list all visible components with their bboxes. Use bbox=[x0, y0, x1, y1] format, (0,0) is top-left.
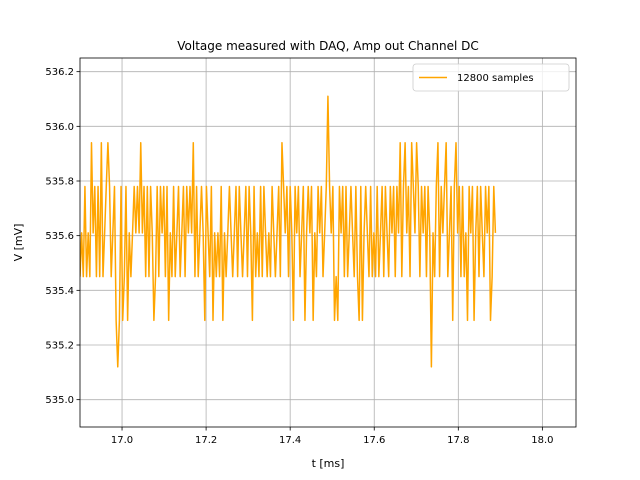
x-tick-label: 17.4 bbox=[279, 435, 301, 446]
axis-ticks: 17.0 17.2 17.4 17.6 17.8 18.0 535.0 535.2 535.4 5… bbox=[45, 67, 553, 446]
y-tick-label: 535.6 bbox=[45, 231, 74, 242]
x-tick-label: 17.2 bbox=[195, 435, 217, 446]
y-tick-label: 535.4 bbox=[45, 286, 74, 297]
axes-frame bbox=[79, 57, 577, 428]
legend: 12800 samples bbox=[412, 63, 570, 92]
legend-label: 12800 samples bbox=[457, 73, 534, 84]
y-tick-label: 535.8 bbox=[45, 177, 74, 188]
y-tick-label: 536.2 bbox=[45, 67, 74, 78]
y-tick-label: 536.0 bbox=[45, 122, 74, 133]
plot-area bbox=[80, 95, 497, 368]
y-axis-label: V [mV] bbox=[12, 224, 25, 262]
x-tick-label: 17.8 bbox=[447, 435, 469, 446]
y-tick-label: 535.2 bbox=[45, 341, 74, 352]
legend-box bbox=[412, 63, 570, 92]
y-tick-label: 535.0 bbox=[45, 395, 74, 406]
x-tick-label: 18.0 bbox=[531, 435, 553, 446]
x-tick-label: 17.6 bbox=[363, 435, 385, 446]
series-line bbox=[80, 95, 497, 368]
x-axis-label: t [ms] bbox=[312, 457, 345, 470]
x-tick-label: 17.0 bbox=[111, 435, 133, 446]
chart-title: Voltage measured with DAQ, Amp out Chann… bbox=[177, 39, 478, 53]
